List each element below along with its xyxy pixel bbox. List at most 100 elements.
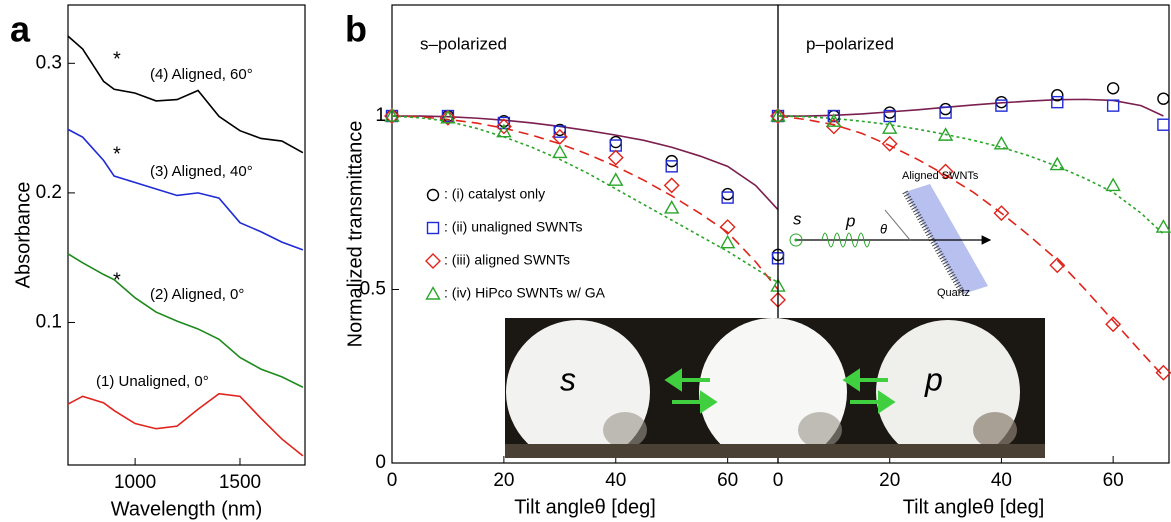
marker-square bbox=[1106, 99, 1120, 112]
x-tick-label: 40 bbox=[991, 470, 1012, 491]
spot-shade bbox=[603, 412, 647, 448]
annotation: * bbox=[113, 269, 121, 291]
y-tick-label: 0 bbox=[375, 452, 386, 473]
marker-diamond bbox=[384, 108, 400, 125]
marker-square bbox=[553, 125, 567, 138]
spot-shade bbox=[973, 412, 1017, 448]
marker-circle bbox=[609, 135, 622, 149]
marker-triangle bbox=[993, 135, 1010, 150]
marker-triangle bbox=[608, 172, 624, 186]
marker-circle bbox=[1106, 82, 1120, 95]
marker-diamond bbox=[937, 163, 954, 180]
x-tick-label: 1500 bbox=[219, 472, 261, 493]
y-axis-label: Normalized transmittance bbox=[344, 121, 366, 348]
spectrum-line bbox=[67, 35, 304, 154]
inset-label: θ bbox=[880, 221, 887, 236]
marker-diamond bbox=[993, 205, 1010, 222]
s-dot bbox=[794, 238, 798, 242]
x-tick-label: 0 bbox=[387, 470, 398, 491]
x-axis-label: Tilt angleθ [deg] bbox=[903, 496, 1045, 518]
marker-triangle bbox=[440, 109, 456, 124]
legend-label: : (ii) unaligned SWNTs bbox=[444, 219, 583, 235]
marker-circle bbox=[939, 102, 952, 116]
marker-square bbox=[827, 109, 841, 123]
legend-label: : (iv) HiPco SWNTs w/ GA bbox=[444, 285, 606, 301]
plot-frame bbox=[67, 4, 306, 466]
marker-square bbox=[1051, 95, 1064, 109]
marker-diamond bbox=[607, 149, 624, 166]
marker-diamond bbox=[1105, 316, 1122, 333]
y-tick-label: 0.5 bbox=[360, 279, 386, 300]
marker-circle bbox=[1051, 89, 1064, 102]
marker-triangle bbox=[719, 234, 736, 249]
marker-triangle bbox=[384, 108, 400, 122]
geometry-inset: Aligned SWNTs Quartz s p θ bbox=[789, 170, 992, 299]
y-tick-label: 0.1 bbox=[36, 311, 62, 332]
marker-diamond bbox=[1049, 257, 1066, 274]
marker-diamond bbox=[495, 118, 512, 135]
x-tick-label: 40 bbox=[605, 470, 626, 491]
fit-line bbox=[392, 115, 779, 211]
arrow-head bbox=[700, 390, 718, 414]
marker-triangle bbox=[496, 123, 512, 138]
x-tick-label: 1000 bbox=[114, 472, 156, 493]
normal bbox=[884, 209, 911, 241]
marker-diamond bbox=[719, 219, 736, 236]
marker-triangle bbox=[770, 108, 786, 122]
marker-square bbox=[665, 160, 678, 173]
legend-label: : (i) catalyst only bbox=[444, 186, 545, 202]
marker-square bbox=[497, 116, 511, 130]
marker-diamond bbox=[439, 109, 456, 126]
marker-triangle bbox=[552, 144, 568, 159]
annotation: * bbox=[113, 48, 121, 70]
p-wave bbox=[821, 232, 871, 248]
fit-line bbox=[778, 98, 1164, 117]
marker-triangle bbox=[937, 127, 954, 141]
y-tick-label: 0.2 bbox=[36, 182, 62, 203]
marker-square bbox=[995, 99, 1008, 112]
fit-line bbox=[777, 115, 1164, 235]
annotation: * bbox=[113, 143, 121, 165]
marker-square bbox=[1157, 118, 1170, 131]
legend-label: : (iii) aligned SWNTs bbox=[444, 252, 570, 268]
legend-marker bbox=[426, 221, 440, 235]
marker-triangle bbox=[882, 120, 898, 134]
marker-diamond bbox=[770, 108, 786, 125]
x-tick-label: 60 bbox=[1103, 470, 1124, 491]
subplot-title: p–polarized bbox=[806, 34, 894, 53]
marker-triangle bbox=[1049, 156, 1065, 171]
plot-frame bbox=[777, 4, 1170, 464]
arrows bbox=[664, 368, 896, 414]
marker-triangle bbox=[1155, 219, 1171, 233]
x-tick-label: 20 bbox=[879, 470, 900, 491]
photo-label: p bbox=[924, 361, 943, 397]
fit-line bbox=[777, 115, 1165, 377]
photo-base bbox=[505, 444, 1045, 458]
marker-circle bbox=[1157, 92, 1170, 105]
marker-diamond bbox=[663, 177, 680, 194]
marker-triangle bbox=[1105, 177, 1121, 192]
photo-label: s bbox=[560, 361, 576, 397]
marker-diamond bbox=[551, 128, 568, 145]
marker-triangle bbox=[826, 113, 842, 127]
marker-circle bbox=[721, 187, 734, 201]
spectrum-line bbox=[67, 253, 304, 388]
spectrum-line bbox=[67, 128, 304, 251]
legend-marker bbox=[425, 253, 441, 269]
marker-square bbox=[939, 106, 952, 119]
arrow-head bbox=[664, 368, 682, 392]
x-axis-label: Wavelength (nm) bbox=[111, 498, 263, 520]
s-symbol bbox=[789, 233, 803, 247]
marker-diamond bbox=[1155, 364, 1171, 381]
y-tick-label: 1 bbox=[375, 105, 386, 126]
spot-shade bbox=[798, 412, 842, 448]
arrow-head bbox=[842, 368, 860, 392]
inset-label: s bbox=[793, 209, 802, 228]
fit-line bbox=[391, 115, 779, 284]
x-tick-label: 0 bbox=[773, 470, 784, 491]
annotation: (3) Aligned, 40° bbox=[150, 163, 253, 180]
legend-marker bbox=[425, 286, 441, 300]
arrow-head bbox=[878, 390, 896, 414]
annotation: (1) Unaligned, 0° bbox=[96, 373, 209, 390]
